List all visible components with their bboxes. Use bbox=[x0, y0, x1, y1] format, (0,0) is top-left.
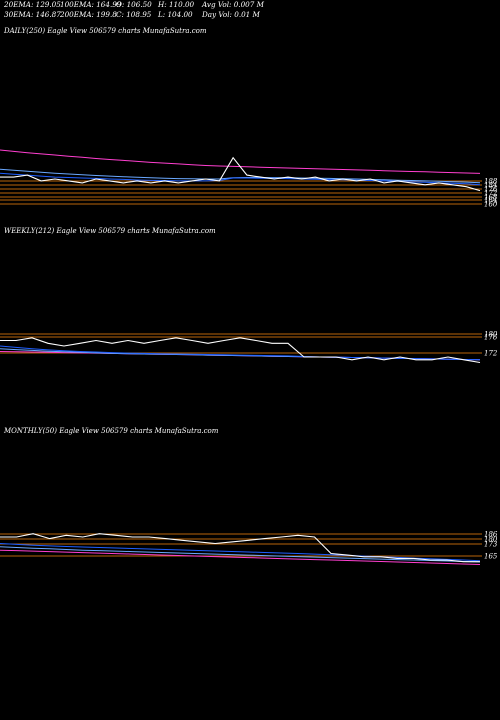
ema-short-line bbox=[0, 345, 481, 361]
y-tick-label: 168 bbox=[484, 194, 498, 202]
price-line bbox=[0, 156, 481, 192]
avg-vol-value: Avg Vol: 0.007 M bbox=[202, 0, 264, 9]
ema-long-line bbox=[0, 149, 481, 174]
ema200-value: 200EMA: 199.8 bbox=[60, 10, 117, 19]
y-tick-label: 165 bbox=[484, 553, 498, 561]
ema-long-line bbox=[0, 549, 481, 565]
y-tick-label: 160 bbox=[484, 201, 498, 209]
stats-row-2: 30EMA: 146.87200EMA: 199.8C: 108.95 L: 10… bbox=[4, 10, 304, 20]
indicator-stats: 20EMA: 129.05100EMA: 164.99O: 106.50 H: 1… bbox=[4, 0, 304, 20]
weekly-panel-label: WEEKLY(212) Eagle View 506579 charts Mun… bbox=[4, 227, 216, 235]
ema20-value: 20EMA: 129.05 bbox=[4, 0, 61, 9]
low-value: L: 104.00 bbox=[158, 10, 193, 19]
y-tick-label: 164 bbox=[484, 197, 497, 205]
y-tick-label: 188 bbox=[484, 178, 498, 186]
price-line bbox=[0, 533, 480, 563]
y-tick-label: 172 bbox=[484, 190, 498, 198]
ema-mid-line bbox=[0, 546, 481, 563]
day-vol-value: Day Vol: 0.01 M bbox=[202, 10, 260, 19]
ema100-value: 100EMA: 164.99 bbox=[60, 0, 122, 9]
ema-short-line bbox=[0, 543, 481, 562]
monthly-panel-label: MONTHLY(50) Eagle View 506579 charts Mun… bbox=[4, 427, 219, 435]
ema-short-line bbox=[0, 172, 481, 186]
y-tick-label: 176 bbox=[484, 334, 498, 342]
y-tick-label: 172 bbox=[484, 350, 498, 358]
high-value: H: 110.00 bbox=[158, 0, 195, 9]
y-tick-label: 180 bbox=[484, 536, 498, 544]
y-tick-label: 184 bbox=[484, 182, 497, 190]
y-tick-label: 186 bbox=[484, 531, 498, 539]
ema30-value: 30EMA: 146.87 bbox=[4, 10, 61, 19]
y-tick-label: 173 bbox=[484, 541, 498, 549]
daily-panel-label: DAILY(250) Eagle View 506579 charts Muna… bbox=[4, 27, 207, 35]
close-value: C: 108.95 bbox=[116, 10, 152, 19]
price-line bbox=[0, 337, 481, 364]
open-value: O: 106.50 bbox=[116, 0, 152, 9]
y-tick-label: 180 bbox=[484, 331, 498, 339]
y-tick-label: 176 bbox=[484, 186, 498, 194]
stats-row-1: 20EMA: 129.05100EMA: 164.99O: 106.50 H: 1… bbox=[4, 0, 304, 10]
